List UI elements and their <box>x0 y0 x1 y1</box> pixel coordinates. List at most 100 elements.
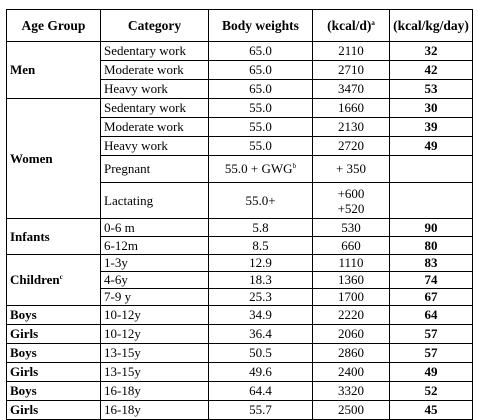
group-infants: Infants <box>6 218 101 255</box>
group-girls: Girls <box>6 324 101 344</box>
kcal-d-cell: 2720 <box>312 136 390 156</box>
category-cell: 10-12y <box>100 305 209 325</box>
category-cell: 6-12m <box>100 236 209 255</box>
group-women: Women <box>6 98 101 219</box>
table-row: Men Sedentary work 65.0 2110 32 <box>6 41 473 99</box>
kcal-d-cell: 1660 <box>312 98 390 118</box>
table-row: Moderate work 55.0 2130 39 <box>7 117 473 137</box>
body-weight-cell: 25.3 <box>208 288 313 306</box>
kcal-d-cell: 1700 <box>312 288 390 306</box>
category-cell: 13-15y <box>100 343 209 363</box>
header-age-group: Age Group <box>6 9 101 42</box>
kcal-kg-day-cell: 39 <box>389 117 473 137</box>
kcal-kg-day-cell: 49 <box>389 362 473 382</box>
body-weight-cell: 65.0 <box>208 79 313 99</box>
group-children: Childrenc <box>6 254 101 306</box>
kcal-kg-day-cell: 42 <box>389 60 473 80</box>
body-weight-cell: 55.0 <box>208 117 313 137</box>
kcal-kg-day-cell: 83 <box>389 254 473 272</box>
body-weight-cell: 55.0 + GWGb <box>208 155 313 183</box>
table-row: Boys 13-15y 50.5 2860 57 <box>6 343 473 363</box>
table-row: Boys 16-18y 64.4 3320 52 <box>6 381 473 401</box>
group-boys: Boys <box>6 381 101 401</box>
kcal-kg-day-cell: 57 <box>389 324 473 344</box>
kcal-d-cell: 2110 <box>312 41 390 61</box>
kcal-d-cell: +600 +520 <box>312 182 390 219</box>
table-row: 7-9 y 25.3 1700 67 <box>7 288 473 306</box>
category-cell: 16-18y <box>100 400 209 420</box>
kcal-kg-day-cell <box>389 182 473 219</box>
header-kcal-d: (kcal/d)a <box>312 9 390 42</box>
body-weight-cell: 64.4 <box>208 381 313 401</box>
body-weight-cell: 55.7 <box>208 400 313 420</box>
kcal-d-cell: 2500 <box>312 400 390 420</box>
table-row: Pregnant 55.0 + GWGb + 350 <box>7 155 473 183</box>
kcal-d-line: +600 <box>337 185 365 201</box>
category-cell: 16-18y <box>100 381 209 401</box>
category-cell: 13-15y <box>100 362 209 382</box>
group-men: Men <box>6 41 101 99</box>
category-cell: 10-12y <box>100 324 209 344</box>
kcal-kg-day-cell: 45 <box>389 400 473 420</box>
group-boys: Boys <box>6 343 101 363</box>
body-weight-cell: 50.5 <box>208 343 313 363</box>
kcal-d-cell: 3320 <box>312 381 390 401</box>
kcal-kg-day-cell: 32 <box>389 41 473 61</box>
kcal-d-cell: 660 <box>312 236 390 255</box>
category-cell: 1-3y <box>100 254 209 272</box>
kcal-d-cell: 2130 <box>312 117 390 137</box>
category-cell: Sedentary work <box>100 98 209 118</box>
kcal-kg-day-cell <box>389 155 473 183</box>
category-cell: Pregnant <box>100 155 209 183</box>
body-weight-cell: 55.0+ <box>208 182 313 219</box>
body-weight-cell: 8.5 <box>208 236 313 255</box>
header-kcal-kg-day: (kcal/kg/day) <box>389 9 473 42</box>
table-row: Boys 10-12y 34.9 2220 64 <box>6 305 473 325</box>
body-weight-cell: 12.9 <box>208 254 313 272</box>
kcal-d-cell: + 350 <box>312 155 390 183</box>
kcal-kg-day-cell: 90 <box>389 218 473 237</box>
table-row: Lactating 55.0+ +600 +520 <box>7 182 473 219</box>
body-weight-cell: 65.0 <box>208 60 313 80</box>
body-weight-cell: 49.6 <box>208 362 313 382</box>
group-children-label: Children <box>10 272 60 287</box>
group-girls: Girls <box>6 362 101 382</box>
table-row: Heavy work 55.0 2720 49 <box>7 136 473 156</box>
kcal-kg-day-cell: 52 <box>389 381 473 401</box>
kcal-d-cell: 2710 <box>312 60 390 80</box>
kcal-d-cell: 2860 <box>312 343 390 363</box>
category-cell: Moderate work <box>100 60 209 80</box>
category-cell: Lactating <box>100 182 209 219</box>
header-body-weights: Body weights <box>208 9 313 42</box>
footnote-c: c <box>59 273 63 281</box>
table-row: Girls 16-18y 55.7 2500 45 <box>6 400 473 420</box>
header-kcal-d-label: (kcal/d) <box>327 17 372 33</box>
kcal-d-line: +520 <box>337 200 365 216</box>
footnote-b: b <box>292 162 297 170</box>
kcal-kg-day-cell: 57 <box>389 343 473 363</box>
category-cell: 4-6y <box>100 271 209 289</box>
body-weight-cell: 65.0 <box>208 41 313 61</box>
kcal-kg-day-cell: 64 <box>389 305 473 325</box>
kcal-kg-day-cell: 53 <box>389 79 473 99</box>
body-weight-cell: 34.9 <box>208 305 313 325</box>
body-weight-cell: 18.3 <box>208 271 313 289</box>
footnote-a: a <box>371 18 375 27</box>
energy-requirements-table: Age Group Category Body weights (kcal/d)… <box>6 9 473 420</box>
kcal-d-cell: 2400 <box>312 362 390 382</box>
category-cell: 7-9 y <box>100 288 209 306</box>
body-weight-cell: 5.8 <box>208 218 313 237</box>
category-cell: Heavy work <box>100 136 209 156</box>
kcal-d-cell: 1110 <box>312 254 390 272</box>
kcal-kg-day-cell: 74 <box>389 271 473 289</box>
kcal-kg-day-cell: 67 <box>389 288 473 306</box>
body-weight-value: 55.0 + GWG <box>224 161 293 176</box>
table-row: Girls 13-15y 49.6 2400 49 <box>6 362 473 382</box>
category-cell: Moderate work <box>100 117 209 137</box>
table-row: Women Sedentary work 55.0 1660 30 <box>6 98 473 219</box>
kcal-d-cell: 530 <box>312 218 390 237</box>
category-cell: 0-6 m <box>100 218 209 237</box>
table-row: Childrenc 1-3y 12.9 1110 83 <box>6 254 473 306</box>
table-row: Girls 10-12y 36.4 2060 57 <box>6 324 473 344</box>
kcal-d-cell: 2220 <box>312 305 390 325</box>
